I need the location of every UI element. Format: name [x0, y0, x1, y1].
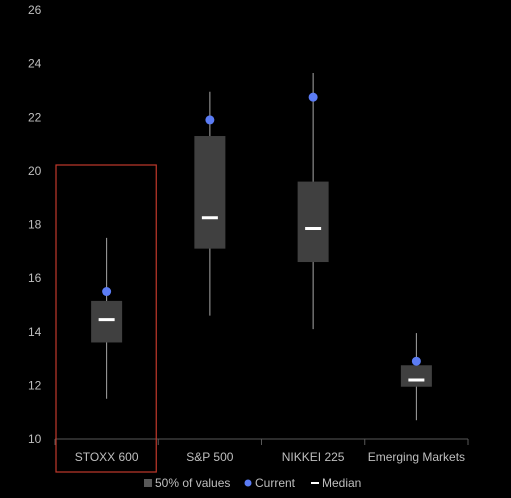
current-marker [102, 287, 112, 297]
box-s-p-500 [194, 91, 226, 316]
x-axis [54, 438, 469, 445]
x-tick-label: Emerging Markets [368, 450, 465, 464]
x-axis-tick-labels: STOXX 600 S&P 500 NIKKEI 225 Emerging Marke… [75, 450, 465, 464]
y-tick-label: 26 [28, 3, 42, 17]
highlight-frame [55, 164, 157, 473]
legend-swatch-box [144, 479, 152, 487]
y-tick-label: 10 [28, 432, 42, 446]
x-tick-label: S&P 500 [186, 450, 233, 464]
x-tick-label: STOXX 600 [75, 450, 139, 464]
box-iqr [297, 181, 329, 263]
legend-swatch-current [244, 479, 252, 487]
legend-item-median: Median [311, 476, 361, 490]
box-series [91, 73, 432, 421]
current-marker [205, 115, 215, 125]
legend: 50% of values Current Median [144, 476, 361, 490]
legend-label: 50% of values [155, 476, 230, 490]
y-tick-label: 24 [28, 57, 42, 71]
current-marker [411, 356, 421, 366]
y-axis-tick-labels: 10 12 14 16 18 20 22 24 26 [28, 3, 42, 446]
y-tick-label: 14 [28, 325, 42, 339]
legend-item-box: 50% of values [144, 476, 230, 490]
x-tick-label: NIKKEI 225 [282, 450, 345, 464]
box-nikkei-225 [297, 73, 329, 330]
box-emerging-markets [400, 333, 432, 421]
y-tick-label: 22 [28, 110, 42, 124]
box-stoxx-600 [91, 237, 123, 399]
y-tick-label: 18 [28, 218, 42, 232]
current-marker [308, 92, 318, 102]
y-tick-label: 12 [28, 378, 42, 392]
legend-item-current: Current [244, 476, 296, 490]
y-tick-label: 16 [28, 271, 42, 285]
box-iqr [194, 136, 226, 249]
box-iqr [400, 365, 432, 387]
highlight-box [55, 164, 157, 473]
legend-label: Median [322, 476, 361, 490]
box-iqr [91, 300, 123, 343]
legend-label: Current [255, 476, 296, 490]
y-tick-label: 20 [28, 164, 42, 178]
